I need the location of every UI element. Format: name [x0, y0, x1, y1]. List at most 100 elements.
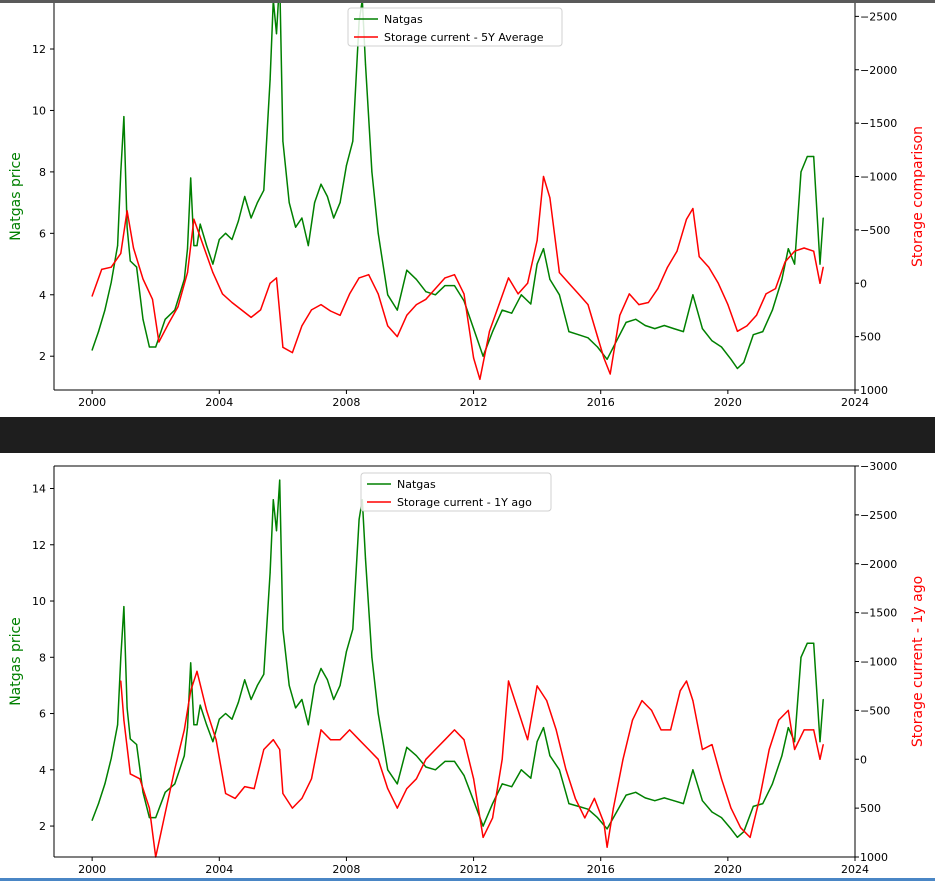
y-right-tick-label: −2500: [860, 509, 897, 522]
data-point: [396, 309, 398, 311]
data-point: [206, 709, 208, 711]
data-point: [126, 210, 128, 212]
data-point: [542, 248, 545, 250]
data-point: [536, 685, 538, 687]
y-right-tick-label: −2000: [860, 558, 897, 571]
data-point: [314, 202, 316, 204]
data-point: [349, 293, 351, 295]
data-point: [625, 321, 627, 323]
data-point: [256, 202, 258, 204]
data-point: [631, 719, 634, 721]
data-point: [787, 727, 789, 729]
data-point: [301, 698, 303, 701]
data-point: [104, 309, 106, 311]
data-point: [193, 724, 195, 726]
data-point: [781, 755, 783, 757]
data-point: [269, 282, 271, 284]
data-point: [415, 304, 417, 306]
data-point: [263, 673, 265, 675]
data-point: [692, 294, 694, 296]
data-point: [101, 268, 103, 270]
data-point: [746, 325, 748, 327]
data-point: [819, 263, 821, 265]
data-point: [129, 260, 131, 262]
data-point: [396, 336, 398, 338]
data-point: [377, 712, 379, 715]
y-right-tick-label: −1500: [860, 117, 897, 130]
data-point: [333, 217, 335, 219]
data-point: [158, 841, 160, 843]
data-point: [174, 783, 176, 785]
data-point: [787, 709, 789, 711]
data-point: [720, 817, 723, 819]
series-natgas: [91, 479, 824, 839]
chart-storage-1y-ago: 2000 2004 2008 2012 2016 2020 2024 2 4 6 8 10 12 14 −3…: [8, 460, 926, 876]
data-point: [174, 768, 176, 770]
legend-box: [360, 472, 552, 512]
data-point: [711, 340, 713, 342]
data-point: [434, 288, 436, 290]
data-point: [549, 755, 551, 757]
data-point: [755, 314, 758, 316]
series-natgas: [91, 3, 824, 370]
data-point: [282, 792, 284, 795]
data-point: [774, 288, 777, 290]
data-point: [473, 357, 475, 359]
data-point: [212, 741, 214, 743]
data-point: [736, 367, 739, 370]
data-point: [628, 293, 630, 295]
data-point: [546, 700, 548, 702]
data-point: [501, 758, 503, 760]
data-point: [329, 739, 332, 741]
x-tick-label: 2016: [587, 396, 615, 409]
output-separator: [0, 417, 935, 453]
data-point: [288, 202, 290, 204]
data-point: [190, 690, 192, 692]
data-point: [250, 698, 252, 701]
x-tick-label: 2016: [587, 863, 615, 876]
data-point: [501, 309, 503, 311]
data-point: [606, 828, 608, 830]
data-point: [685, 680, 688, 682]
data-point: [682, 803, 685, 805]
data-point: [577, 293, 580, 295]
data-point: [425, 766, 427, 768]
y-right-tick-label: −500: [860, 224, 890, 237]
data-point: [822, 217, 824, 219]
data-point: [794, 748, 796, 751]
data-point: [822, 744, 824, 746]
data-point: [202, 245, 204, 247]
data-point: [190, 177, 192, 179]
data-point: [736, 836, 739, 838]
data-point: [148, 346, 150, 348]
legend: Natgas Storage current - 5Y Average: [347, 7, 563, 47]
data-point: [463, 739, 465, 741]
data-point: [800, 171, 802, 173]
data-point: [635, 318, 637, 320]
series-line: [91, 3, 824, 370]
cell-bottom-border: [0, 878, 935, 881]
data-point: [231, 718, 233, 720]
data-point: [272, 739, 274, 741]
data-point: [345, 651, 347, 653]
series-line: [91, 479, 824, 839]
data-point: [762, 803, 764, 805]
y-right-tick-label: 500: [860, 802, 881, 815]
data-point: [803, 247, 805, 249]
data-point: [142, 791, 144, 793]
data-point: [199, 223, 201, 225]
data-point: [218, 718, 220, 720]
data-point: [339, 739, 341, 741]
data-point: [708, 266, 710, 268]
data-point: [120, 171, 122, 173]
data-point: [666, 266, 669, 268]
data-point: [568, 803, 570, 805]
data-point: [377, 758, 379, 760]
data-point: [387, 788, 389, 790]
y-right-tick-label: −2500: [860, 10, 897, 23]
data-point: [117, 245, 119, 247]
data-point: [806, 642, 808, 644]
data-point: [584, 817, 586, 819]
series-storage: [120, 670, 824, 858]
data-point: [91, 295, 93, 297]
